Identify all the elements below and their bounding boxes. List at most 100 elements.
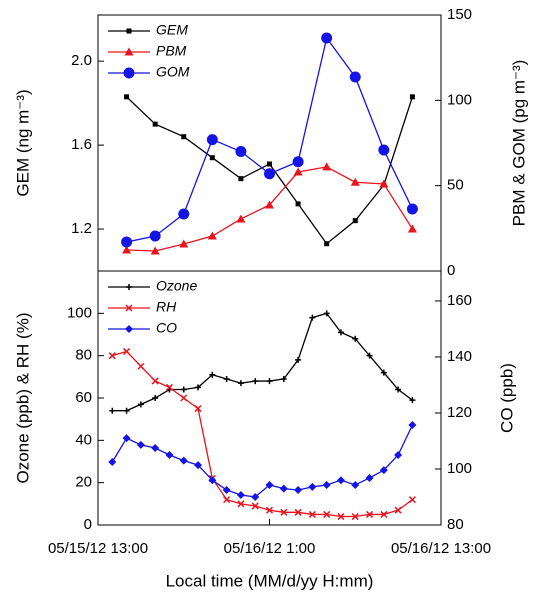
marker	[394, 506, 402, 514]
y2-tick-label: 100	[447, 460, 472, 477]
y-axis-title: GEM (ng m⁻³)	[13, 89, 32, 196]
y-tick-label: 20	[75, 474, 92, 491]
marker	[349, 71, 361, 83]
marker	[122, 434, 131, 443]
marker	[223, 496, 231, 504]
marker	[337, 329, 344, 336]
marker	[236, 214, 246, 223]
marker	[181, 134, 187, 140]
marker	[265, 480, 274, 489]
marker	[194, 461, 203, 470]
series	[121, 32, 418, 248]
marker	[206, 134, 218, 146]
series-line	[126, 166, 413, 252]
marker	[294, 508, 302, 516]
y-tick-label: 60	[75, 389, 92, 406]
marker	[251, 492, 260, 501]
y2-tick-label: 120	[447, 404, 472, 421]
y-tick-label: 1.6	[71, 136, 92, 153]
marker	[308, 482, 317, 491]
marker	[336, 476, 345, 485]
y2-axis-title: CO (ppb)	[497, 363, 516, 433]
marker	[264, 168, 275, 180]
x-tick-label: 05/15/12 13:00	[48, 540, 148, 557]
marker	[126, 284, 132, 290]
marker	[351, 480, 360, 489]
y2-axis-title: PBM & GOM (pg m⁻³)	[509, 60, 528, 227]
marker	[178, 208, 190, 220]
marker	[179, 456, 188, 465]
marker	[179, 239, 189, 248]
marker	[292, 156, 304, 168]
marker	[194, 405, 202, 413]
legend-label: GOM	[156, 64, 190, 80]
marker	[350, 177, 360, 186]
legend-label: GEM	[156, 22, 188, 38]
marker	[280, 375, 287, 382]
marker	[409, 94, 415, 100]
marker	[265, 506, 274, 514]
y-tick-label: 0	[84, 516, 92, 533]
legend-label: CO	[156, 320, 177, 336]
marker	[252, 378, 259, 385]
marker	[123, 407, 130, 414]
marker	[380, 510, 388, 518]
y-axis-title: Ozone (ppb) & RH (%)	[13, 313, 32, 484]
marker	[121, 236, 133, 248]
marker	[151, 377, 159, 385]
marker	[236, 491, 245, 500]
marker	[267, 161, 272, 167]
marker	[308, 510, 316, 518]
marker	[109, 407, 116, 414]
series	[122, 162, 417, 255]
y2-tick-label: 150	[447, 6, 472, 23]
marker	[407, 224, 417, 233]
marker	[180, 394, 188, 402]
marker	[125, 304, 133, 312]
marker	[124, 47, 134, 56]
y2-tick-label: 50	[447, 177, 464, 194]
y2-tick-label: 140	[447, 348, 472, 365]
marker	[279, 484, 288, 493]
marker	[150, 246, 160, 255]
marker	[235, 146, 247, 158]
series-line	[112, 312, 413, 412]
y-tick-label: 80	[75, 347, 92, 364]
marker	[237, 500, 245, 508]
y-tick-label: 100	[67, 304, 92, 321]
marker	[309, 314, 316, 321]
marker	[251, 502, 259, 510]
marker	[165, 450, 174, 459]
marker	[238, 176, 244, 182]
y2-tick-label: 0	[447, 262, 455, 279]
marker	[280, 508, 288, 516]
marker	[124, 94, 130, 100]
marker	[295, 356, 302, 363]
marker	[208, 476, 217, 485]
marker	[321, 32, 333, 44]
marker	[223, 375, 230, 382]
y-tick-label: 40	[75, 431, 92, 448]
marker	[323, 310, 330, 317]
series-line	[112, 350, 413, 518]
marker	[209, 155, 215, 161]
series-line	[111, 424, 414, 498]
legend-label: Ozone	[156, 278, 197, 294]
marker	[378, 144, 390, 156]
marker	[408, 421, 417, 430]
marker	[379, 179, 389, 188]
marker	[395, 386, 402, 393]
marker	[137, 401, 144, 408]
marker	[136, 440, 145, 449]
series	[109, 310, 416, 414]
marker	[108, 352, 116, 360]
marker	[125, 325, 133, 333]
marker	[195, 384, 202, 391]
marker	[351, 513, 359, 521]
marker	[123, 347, 131, 355]
marker	[266, 378, 273, 385]
y2-tick-label: 160	[447, 292, 472, 309]
marker	[265, 200, 274, 209]
marker	[294, 485, 303, 494]
